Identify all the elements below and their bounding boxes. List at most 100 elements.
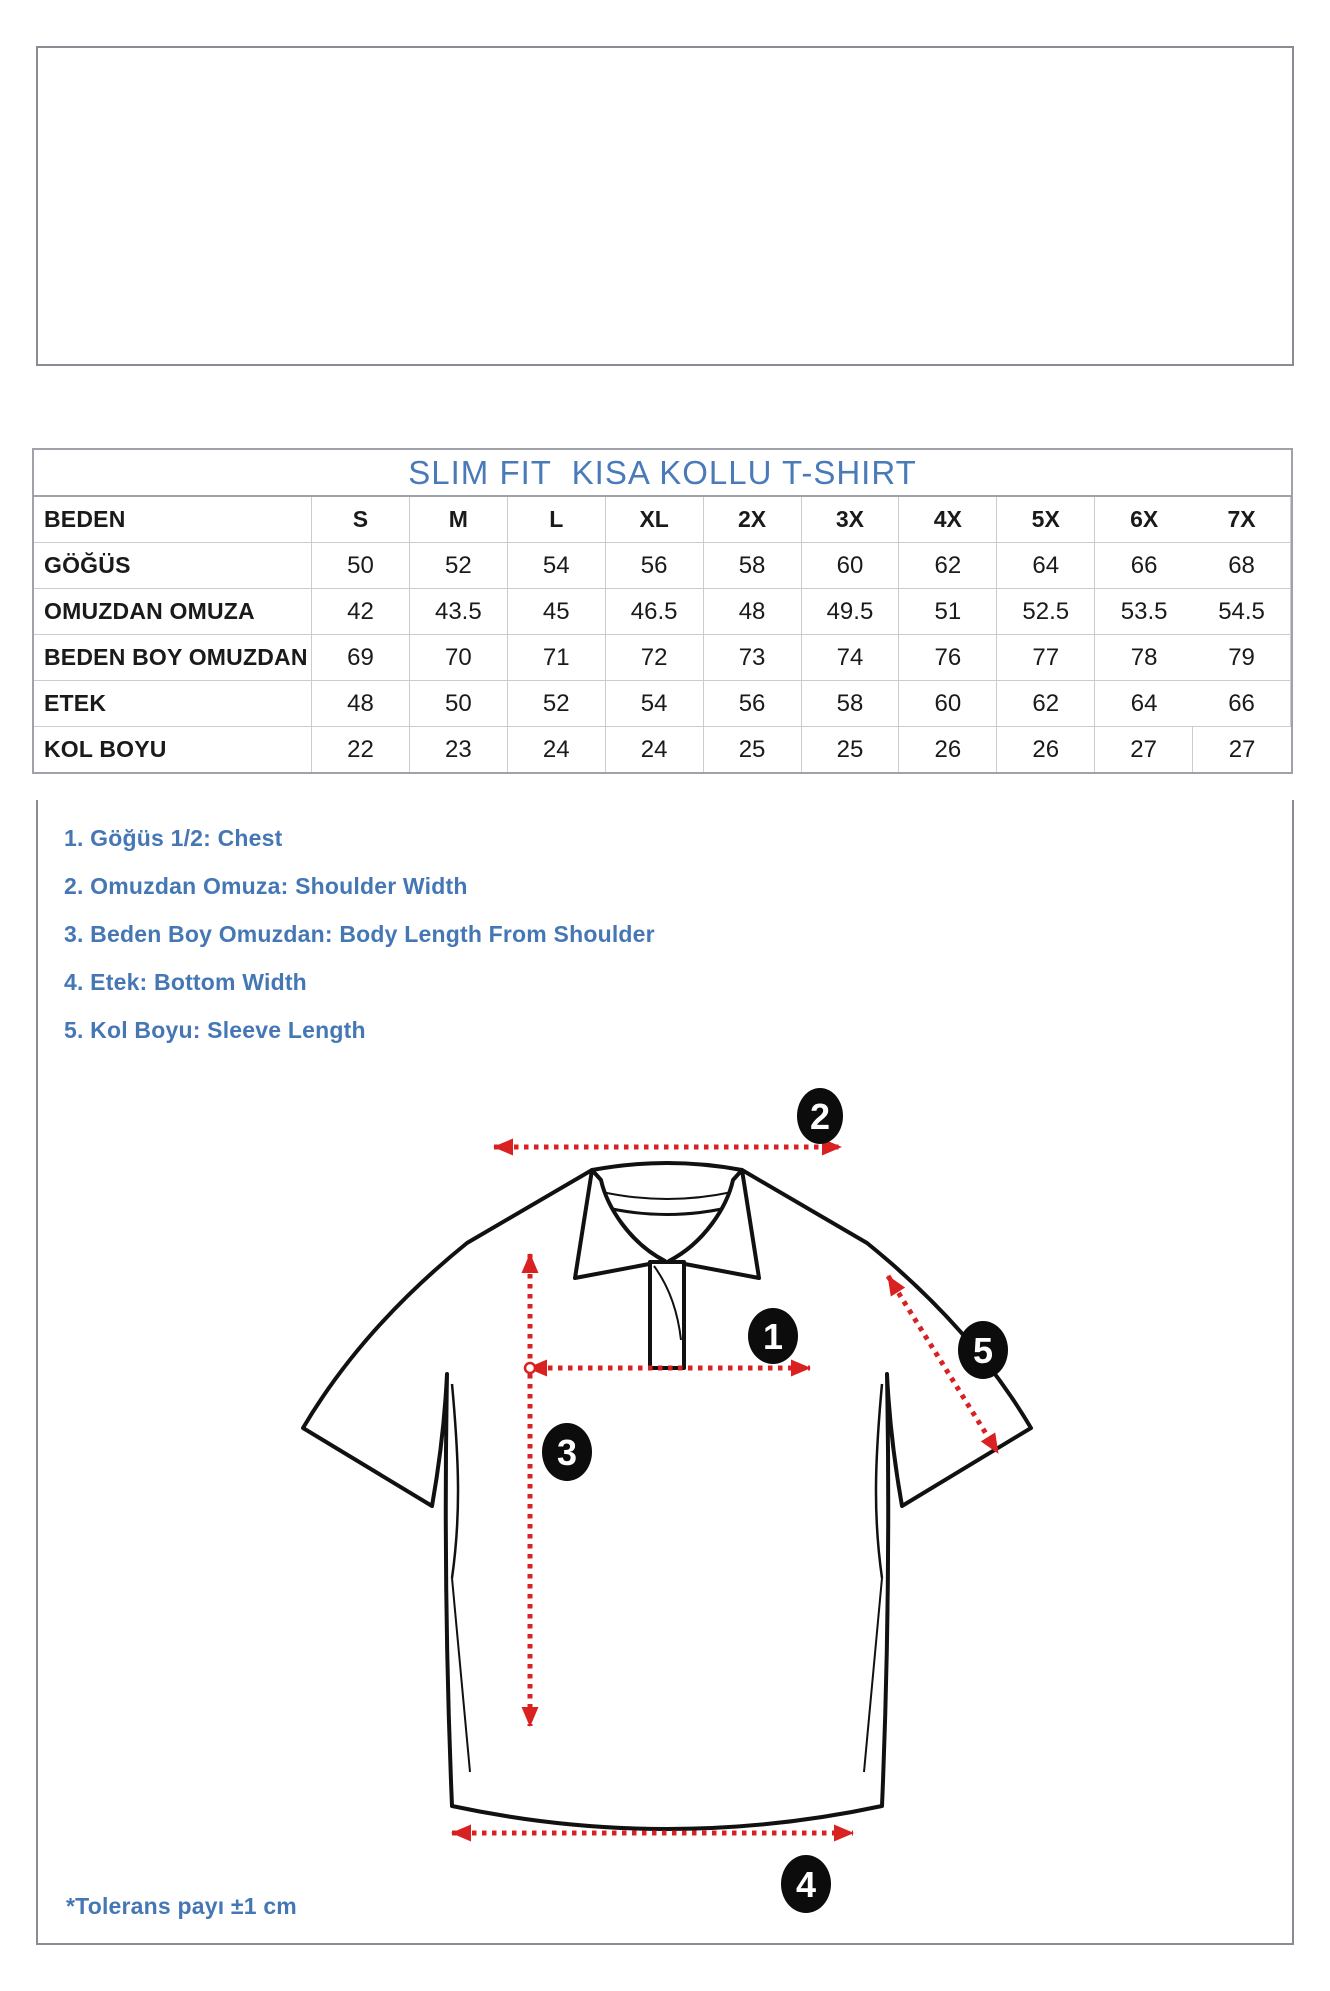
size-column-header: 7X bbox=[1193, 497, 1291, 543]
size-column-header: M bbox=[409, 497, 508, 543]
table-value: 52 bbox=[507, 681, 606, 727]
badge-label: 2 bbox=[810, 1096, 830, 1137]
badge-label: 4 bbox=[796, 1864, 816, 1905]
table-value: 69 bbox=[312, 635, 410, 681]
row-label-shoulder: OMUZDAN OMUZA bbox=[34, 589, 312, 635]
table-value: 62 bbox=[899, 543, 998, 589]
left-hem-seam bbox=[451, 1577, 471, 1773]
table-value: 72 bbox=[605, 635, 704, 681]
table-value: 26 bbox=[997, 727, 1096, 772]
table-value: 52 bbox=[409, 543, 508, 589]
table-value: 62 bbox=[997, 681, 1096, 727]
row-label-bottom: ETEK bbox=[34, 681, 312, 727]
table-value: 79 bbox=[1193, 635, 1291, 681]
table-value: 60 bbox=[899, 681, 998, 727]
table-value: 52.5 bbox=[997, 589, 1096, 635]
table-value: 53.5 bbox=[1095, 589, 1194, 635]
table-value: 50 bbox=[409, 681, 508, 727]
table-value: 56 bbox=[703, 681, 802, 727]
collar-band-seam bbox=[601, 1191, 733, 1200]
table-value: 77 bbox=[997, 635, 1096, 681]
table-value: 64 bbox=[997, 543, 1096, 589]
placket bbox=[648, 1260, 686, 1370]
polo-shirt-drawing bbox=[301, 1161, 1033, 1831]
table-value: 24 bbox=[606, 727, 704, 772]
size-column-header: XL bbox=[605, 497, 704, 543]
measurement-arrows bbox=[451, 1138, 1001, 1842]
table-value: 25 bbox=[704, 727, 802, 772]
left-side-seam bbox=[450, 1383, 460, 1579]
sleeve-length-arrow bbox=[885, 1274, 1001, 1455]
table-value: 58 bbox=[801, 681, 900, 727]
table-title: SLIM FIT KISA KOLLU T-SHIRT bbox=[34, 450, 1291, 497]
table-value: 49.5 bbox=[801, 589, 900, 635]
top-empty-frame bbox=[36, 46, 1294, 366]
table-value: 27 bbox=[1228, 735, 1256, 763]
table-value: 48 bbox=[312, 681, 410, 727]
legend-item-shoulder: 2. Omuzdan Omuza: Shoulder Width bbox=[64, 873, 468, 899]
table-value: 66 bbox=[1193, 681, 1291, 727]
badge-chest: 1 bbox=[748, 1308, 798, 1364]
legend-item-sleeve: 5. Kol Boyu: Sleeve Length bbox=[64, 1017, 366, 1043]
table-value: 45 bbox=[507, 589, 606, 635]
table-value: 27 bbox=[1095, 727, 1194, 772]
table-value: 48 bbox=[703, 589, 802, 635]
size-column-header: S bbox=[312, 497, 410, 543]
table-value: 76 bbox=[899, 635, 998, 681]
measurement-badges: 2 1 3 5 4 bbox=[542, 1088, 1008, 1913]
row-label-sleeve: KOL BOYU bbox=[34, 727, 312, 772]
table-value: 54.5 bbox=[1193, 589, 1291, 635]
row-label-body-length: BEDEN BOY OMUZDAN bbox=[34, 635, 312, 681]
arrow-crossing-ring bbox=[523, 1361, 537, 1375]
table-value: 46.5 bbox=[605, 589, 704, 635]
right-hem-seam bbox=[863, 1577, 883, 1773]
table-value: 71 bbox=[507, 635, 606, 681]
measurement-legend: 1. Göğüs 1/2: Chest 2. Omuzdan Omuza: Sh… bbox=[64, 827, 655, 1067]
diagram-frame bbox=[36, 800, 1294, 1945]
table-value: 43.5 bbox=[409, 589, 508, 635]
size-column-header: 5X bbox=[997, 497, 1096, 543]
size-column-header: 2X bbox=[703, 497, 802, 543]
badge-bottom-width: 4 bbox=[781, 1855, 831, 1913]
table-value: 50 bbox=[312, 543, 410, 589]
table-value: 24 bbox=[508, 727, 606, 772]
size-column-header: 6X bbox=[1095, 497, 1194, 543]
table-value: 78 bbox=[1095, 635, 1194, 681]
size-column-header: 4X bbox=[899, 497, 998, 543]
table-value: 68 bbox=[1193, 543, 1291, 589]
table-value: 22 bbox=[312, 727, 410, 772]
table-value: 66 bbox=[1095, 543, 1194, 589]
right-side-seam bbox=[874, 1383, 884, 1579]
table-value: 64 bbox=[1095, 681, 1194, 727]
legend-item-body-length: 3. Beden Boy Omuzdan: Body Length From S… bbox=[64, 921, 655, 947]
table-value: 25 bbox=[802, 727, 900, 772]
badge-sleeve-length: 5 bbox=[958, 1321, 1008, 1379]
table-value: 73 bbox=[703, 635, 802, 681]
badge-label: 5 bbox=[973, 1330, 993, 1371]
legend-item-chest: 1. Göğüs 1/2: Chest bbox=[64, 825, 283, 851]
table-value: 51 bbox=[899, 589, 998, 635]
table-value: 42 bbox=[312, 589, 410, 635]
row-label-chest: GÖĞÜS bbox=[34, 543, 312, 589]
table-value: 54 bbox=[605, 681, 704, 727]
size-row-header: BEDEN bbox=[34, 497, 312, 543]
badge-label: 1 bbox=[763, 1316, 783, 1357]
badge-shoulder-width: 2 bbox=[797, 1088, 843, 1144]
table-value: 54 bbox=[507, 543, 606, 589]
size-column-header: L bbox=[507, 497, 606, 543]
table-value: 23 bbox=[410, 727, 508, 772]
table-value: 26 bbox=[899, 727, 998, 772]
badge-label: 3 bbox=[557, 1432, 577, 1473]
table-value: 74 bbox=[801, 635, 900, 681]
badge-body-length: 3 bbox=[542, 1423, 592, 1481]
size-table: SLIM FIT KISA KOLLU T-SHIRT BEDEN S M L … bbox=[32, 448, 1293, 774]
table-value: 70 bbox=[409, 635, 508, 681]
tolerance-footnote: *Tolerans payı ±1 cm bbox=[66, 1893, 297, 1919]
placket-fold-line bbox=[653, 1265, 682, 1341]
size-column-header: 3X bbox=[801, 497, 900, 543]
table-value: 56 bbox=[605, 543, 704, 589]
table-value: 60 bbox=[801, 543, 900, 589]
legend-item-bottom: 4. Etek: Bottom Width bbox=[64, 969, 307, 995]
